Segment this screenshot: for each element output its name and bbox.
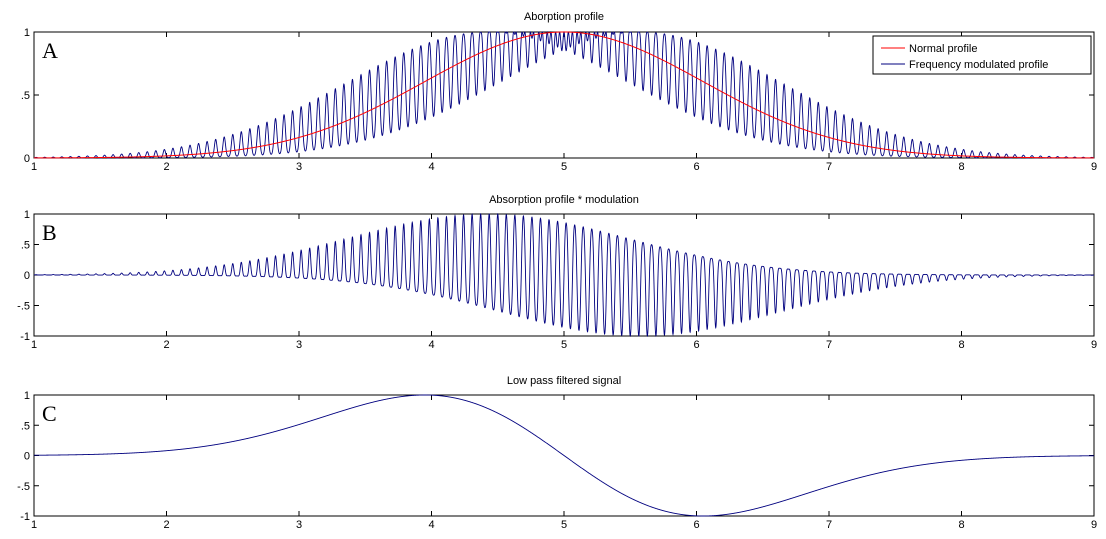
x-tick-label: 6 xyxy=(693,519,699,531)
x-tick-label: 5 xyxy=(561,519,567,531)
y-tick-label: .5 xyxy=(21,420,30,432)
x-tick-label: 1 xyxy=(31,519,37,531)
x-tick-label: 4 xyxy=(428,339,434,351)
series-line-panel-b xyxy=(34,213,1094,337)
x-tick-label: 5 xyxy=(561,161,567,173)
x-tick-label: 9 xyxy=(1091,161,1097,173)
x-tick-label: 7 xyxy=(826,519,832,531)
x-tick-label: 4 xyxy=(428,519,434,531)
x-tick-label: 1 xyxy=(31,161,37,173)
x-tick-label: 6 xyxy=(693,339,699,351)
y-tick-label: 1 xyxy=(24,209,30,221)
y-tick-label: -1 xyxy=(20,511,30,523)
x-tick-label: 7 xyxy=(826,339,832,351)
x-tick-label: 3 xyxy=(296,519,302,531)
legend: Normal profile Frequency modulated profil… xyxy=(872,35,1092,75)
panel-letter: B xyxy=(42,220,57,245)
series-line-normal-profile xyxy=(34,31,1094,159)
x-tick-label: 6 xyxy=(693,161,699,173)
panel-letter: C xyxy=(42,401,57,426)
x-tick-label: 3 xyxy=(296,339,302,351)
x-tick-label: 2 xyxy=(163,161,169,173)
x-tick-label: 5 xyxy=(561,339,567,351)
y-tick-label: 0 xyxy=(24,270,30,282)
y-tick-label: 0 xyxy=(24,153,30,165)
chart-title: Absorption profile * modulation xyxy=(489,194,639,206)
x-tick-label: 2 xyxy=(163,339,169,351)
x-tick-label: 3 xyxy=(296,161,302,173)
y-tick-label: -.5 xyxy=(17,481,30,493)
x-tick-label: 1 xyxy=(31,339,37,351)
panel-c: Low pass filtered signal 1 2 3 4 5 6 7 8 9 -1 -.5 0.… xyxy=(17,375,1097,531)
panel-letter: A xyxy=(42,38,58,63)
y-tick-label: 1 xyxy=(24,27,30,39)
y-tick-label: -1 xyxy=(20,331,30,343)
x-tick-label: 8 xyxy=(958,161,964,173)
series-line-panel-c xyxy=(34,394,1094,517)
y-tick-label: .5 xyxy=(21,240,30,252)
y-tick-label: -.5 xyxy=(17,301,30,313)
legend-box xyxy=(872,35,1092,75)
x-tick-label: 8 xyxy=(958,519,964,531)
x-tick-label: 9 xyxy=(1091,519,1097,531)
legend-label: Frequency modulated profile xyxy=(909,59,1048,71)
chart-title: Aborption profile xyxy=(524,11,604,23)
y-tick-label: .5 xyxy=(21,90,30,102)
x-tick-label: 8 xyxy=(958,339,964,351)
y-tick-label: 1 xyxy=(24,390,30,402)
x-tick-label: 7 xyxy=(826,161,832,173)
chart-title: Low pass filtered signal xyxy=(507,375,621,387)
legend-label: Normal profile xyxy=(909,43,977,55)
x-tick-label: 9 xyxy=(1091,339,1097,351)
panel-b: Absorption profile * modulation 1 2 3 4 5 6 7 8 9… xyxy=(17,194,1097,351)
x-tick-label: 2 xyxy=(163,519,169,531)
y-tick-label: 0 xyxy=(24,451,30,463)
x-tick-label: 4 xyxy=(428,161,434,173)
